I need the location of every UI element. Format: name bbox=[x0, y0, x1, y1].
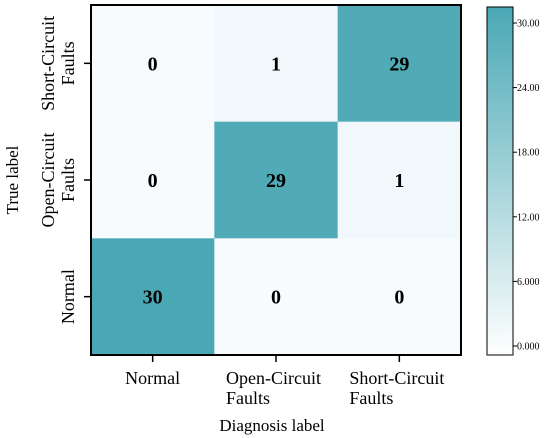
y-axis-title: True label bbox=[3, 145, 22, 214]
heatmap-cell bbox=[214, 238, 339, 356]
colorbar-tick-label: 30.00 bbox=[517, 19, 540, 30]
x-tick-label: Faults bbox=[226, 388, 270, 408]
colorbar-tick-label: 18.00 bbox=[517, 148, 540, 159]
heatmap-cell bbox=[91, 121, 215, 239]
heatmap-cell bbox=[91, 5, 215, 123]
colorbar-tick-label: 12.00 bbox=[517, 212, 540, 223]
heatmap-cell bbox=[214, 121, 339, 239]
x-tick-label: Open-Circuit bbox=[226, 368, 321, 388]
y-tick-label: Faults bbox=[58, 41, 78, 85]
cell-value-label: 0 bbox=[394, 287, 404, 309]
heatmap-cell bbox=[91, 238, 215, 356]
cell-value-label: 29 bbox=[266, 170, 286, 192]
colorbar-tick-label: 6.000 bbox=[517, 277, 540, 288]
x-tick-label: Faults bbox=[349, 388, 393, 408]
heatmap-cell bbox=[337, 121, 462, 239]
colorbar-ticks: 0.000 6.000 12.00 18.00 24.00 30.00 bbox=[513, 19, 540, 353]
y-tick-label: Faults bbox=[58, 158, 78, 202]
heatmap-cells bbox=[91, 5, 462, 356]
colorbar-tick-label: 24.00 bbox=[517, 83, 540, 94]
y-tick-label: Normal bbox=[58, 269, 78, 324]
heatmap-cell bbox=[337, 5, 462, 123]
y-tick-label: Short-Circuit bbox=[38, 16, 58, 111]
heatmap-cell bbox=[337, 238, 462, 356]
cell-value-label: 30 bbox=[143, 287, 163, 309]
cell-value-label: 0 bbox=[148, 170, 158, 192]
cell-value-label: 0 bbox=[148, 53, 158, 75]
colorbar-tick-label: 0.000 bbox=[517, 342, 540, 353]
x-tick-label: Short-Circuit bbox=[349, 368, 444, 388]
cell-values: 0 1 29 0 29 1 30 0 0 bbox=[143, 53, 410, 308]
x-tick-label: Normal bbox=[125, 368, 180, 388]
x-axis-title: Diagnosis label bbox=[219, 416, 325, 435]
cell-value-label: 1 bbox=[271, 53, 281, 75]
x-axis-ticks: Normal Open-CircuitFaultsShort-CircuitFau… bbox=[125, 355, 444, 408]
cell-value-label: 1 bbox=[394, 170, 404, 192]
heatmap-cell bbox=[214, 5, 339, 123]
y-tick-label: Open-Circuit bbox=[38, 133, 58, 228]
cell-value-label: 0 bbox=[271, 287, 281, 309]
colorbar bbox=[486, 6, 514, 356]
cell-value-label: 29 bbox=[389, 53, 409, 75]
